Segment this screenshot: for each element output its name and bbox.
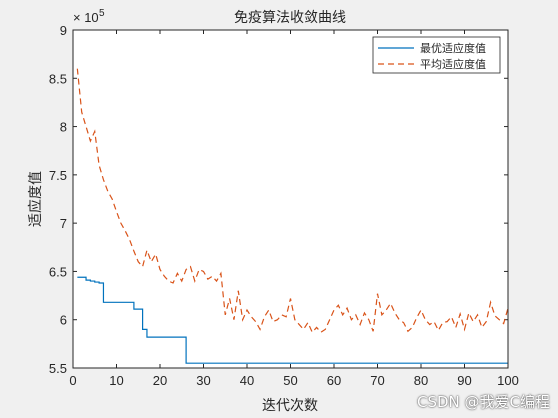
y-tick-label: 7 [60, 216, 67, 231]
x-tick-label: 60 [327, 373, 341, 388]
legend: 最优适应度值 平均适应度值 [372, 36, 501, 74]
x-tick-label: 90 [457, 373, 471, 388]
x-tick-label: 40 [240, 373, 254, 388]
chart-title: 免疫算法收敛曲线 [234, 10, 346, 26]
plot-frame [72, 29, 509, 369]
legend-box [372, 36, 501, 74]
x-tick-label: 50 [283, 373, 297, 388]
x-axis: 0 10 20 30 40 50 60 70 80 90 100 [69, 30, 519, 388]
x-tick-label: 10 [109, 373, 123, 388]
x-axis-title: 迭代次数 [262, 398, 318, 414]
watermark: CSDN @我爱C编程 [416, 393, 550, 411]
y-axis-title: 适应度值 [27, 171, 44, 227]
y-tick-label: 7.5 [49, 168, 67, 183]
x-tick-label: 100 [497, 373, 519, 388]
y-tick-label: 9 [60, 23, 67, 38]
series-line-best [77, 276, 508, 364]
y-tick-label: 8 [60, 120, 67, 135]
y-axis: 5.5 6 6.5 7 7.5 8 8.5 9 [49, 23, 508, 376]
y-tick-label: 5.5 [49, 361, 67, 376]
y-exponent-label: × 10 [73, 10, 99, 25]
series-layer [76, 68, 509, 364]
legend-label-average: 平均适应度值 [420, 57, 486, 71]
x-tick-label: 30 [196, 373, 210, 388]
y-exponent-power: 5 [99, 8, 105, 19]
y-tick-label: 6.5 [49, 264, 67, 279]
x-tick-label: 70 [370, 373, 384, 388]
plot-area [73, 30, 508, 368]
x-tick-label: 0 [69, 373, 76, 388]
y-tick-label: 6 [60, 313, 67, 328]
y-tick-label: 8.5 [49, 71, 67, 86]
legend-label-best: 最优适应度值 [420, 41, 486, 55]
x-tick-label: 20 [153, 373, 167, 388]
series-line-average [76, 68, 509, 334]
x-tick-label: 80 [414, 373, 428, 388]
